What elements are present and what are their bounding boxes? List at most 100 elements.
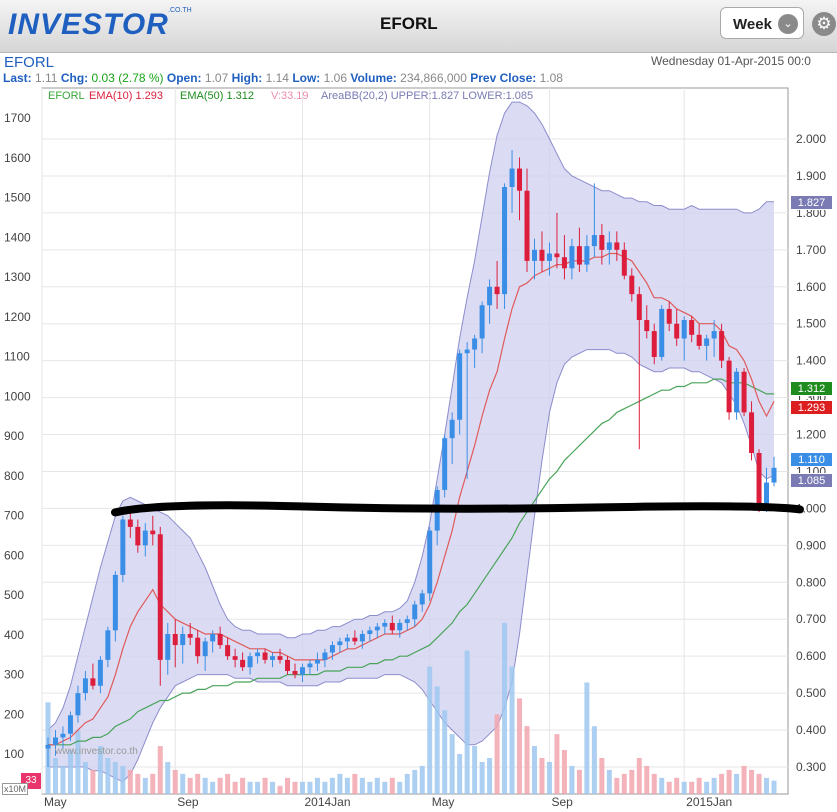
volume-bar [726, 769, 732, 794]
candle-body [397, 622, 403, 631]
chg-value: 0.03 (2.78 %) [91, 71, 164, 85]
volume-bar [247, 781, 253, 794]
bollinger-lower-line [48, 349, 775, 783]
candle-body [666, 308, 672, 324]
volume-bar [576, 769, 582, 794]
candle-body [591, 235, 597, 247]
candle-body [359, 634, 365, 642]
candle-body [644, 320, 650, 332]
left-axis-tick: 100 [4, 747, 24, 761]
candle-body [756, 453, 762, 509]
left-axis-tick: 1200 [4, 310, 31, 324]
candle-body [584, 246, 590, 265]
candle-body [307, 663, 313, 668]
right-axis-tick: 0.500 [796, 686, 826, 700]
volume-bar [367, 781, 373, 794]
candle-body [719, 331, 725, 361]
volume-bar [644, 765, 650, 794]
candle-body [494, 286, 500, 295]
volume-bar [442, 710, 448, 794]
volume-bar [479, 761, 485, 794]
volume-bar [472, 746, 478, 794]
volume-bar [97, 746, 103, 794]
candle-body [696, 334, 702, 346]
ema10-line [48, 252, 775, 746]
candle-body [546, 253, 552, 261]
candle-body [157, 534, 163, 660]
right-axis-tick: 0.800 [796, 575, 826, 589]
volume-bar [165, 761, 171, 794]
last-price-badge: 1.110 [790, 452, 833, 468]
candle-body [150, 530, 156, 535]
candle-body [337, 641, 343, 646]
volume-bar [674, 777, 680, 794]
candle-body [90, 678, 96, 686]
candle-body [651, 331, 657, 357]
volume-bar [187, 777, 193, 794]
gear-icon[interactable]: ⚙ [812, 12, 836, 36]
volume-bar [142, 777, 148, 794]
volume-bar [292, 781, 298, 794]
volume-bar [329, 777, 335, 794]
volume-bar [389, 777, 395, 794]
volume-bar [539, 757, 545, 794]
candle-body [120, 519, 126, 575]
price-chart[interactable]: 2.0001.9001.8001.7001.6001.5001.4001.300… [0, 86, 837, 812]
candle-body [142, 530, 148, 546]
candle-body [187, 634, 193, 638]
bollinger-band-area [48, 102, 774, 782]
candle-body [704, 338, 710, 346]
volume-bar [734, 773, 740, 794]
volume-bar [120, 765, 126, 794]
candle-body [509, 168, 515, 188]
volume-bar [359, 777, 365, 794]
candle-body [539, 249, 545, 261]
volume-bar [150, 773, 156, 794]
upper-band-badge: 1.827 [790, 194, 833, 210]
candle-body [299, 667, 305, 675]
candle-body [232, 656, 238, 660]
volume-bar [397, 781, 403, 794]
volume-bar [337, 773, 343, 794]
volume-bar [277, 785, 283, 794]
volume-bar [232, 781, 238, 794]
volume-bar [614, 777, 620, 794]
volume-bar [75, 730, 81, 794]
candle-body [329, 645, 335, 653]
bollinger-upper-line [47, 101, 774, 731]
volume-bar [285, 777, 291, 794]
volume-bar [509, 666, 515, 794]
left-axis-tick: 400 [4, 628, 24, 642]
volume-bar [449, 734, 455, 794]
candle-body [442, 438, 448, 490]
open-value: 1.07 [204, 71, 229, 85]
watermark: www.investor.co.th [55, 746, 138, 757]
right-axis-tick: 0.600 [796, 649, 826, 663]
volume-bar [741, 765, 747, 794]
candle-body [240, 659, 246, 668]
volume-bar [135, 773, 141, 794]
left-axis-tick: 500 [4, 588, 24, 602]
candle-body [172, 634, 178, 646]
low-value: 1.06 [323, 71, 348, 85]
prev-close-value: 1.08 [539, 71, 563, 85]
right-axis-tick: 0.900 [796, 538, 826, 552]
candle-body [569, 246, 575, 269]
high-value: 1.14 [265, 71, 289, 85]
candle-body [202, 641, 208, 657]
volume-bar [689, 781, 695, 794]
volume-bar [60, 765, 66, 794]
investor-logo[interactable]: INVESTOR [8, 8, 169, 41]
volume-bar [90, 769, 96, 794]
volume-bar [322, 781, 328, 794]
volume-bar [651, 773, 657, 794]
volume-bar [666, 781, 672, 794]
candle-body [165, 634, 171, 660]
volume-bar [419, 765, 425, 794]
candle-body [464, 349, 470, 354]
x-axis-tick: Sep [551, 795, 573, 809]
candle-body [277, 656, 283, 660]
volume-bar [599, 757, 605, 794]
volume-bar [561, 750, 567, 794]
timeframe-dropdown[interactable]: Week ⌄ [720, 7, 804, 39]
